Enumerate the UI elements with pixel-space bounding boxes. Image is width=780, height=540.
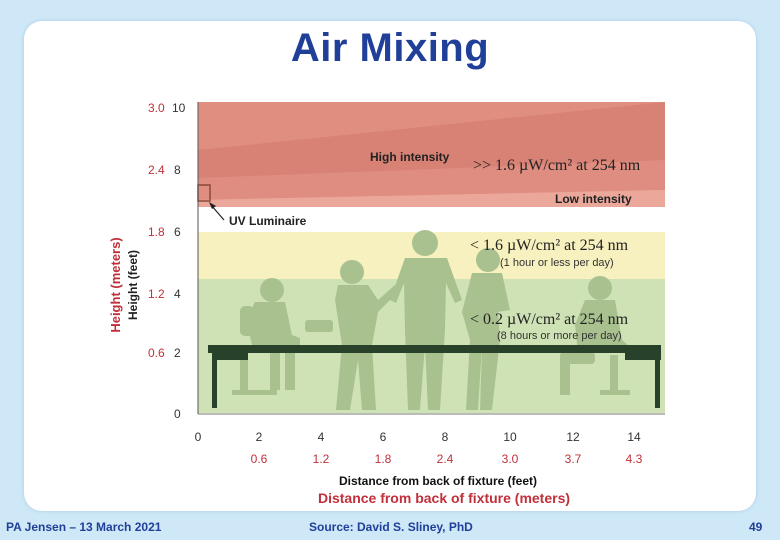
y-axis-feet-title: Height (feet) xyxy=(126,250,140,320)
x-tick-meters: 4.3 xyxy=(626,452,643,466)
x-tick-meters: 1.2 xyxy=(313,452,330,466)
slide-title: Air Mixing xyxy=(290,26,490,70)
high-intensity-label: High intensity xyxy=(370,150,450,164)
footer-center: Source: David S. Sliney, PhD xyxy=(309,520,473,534)
x-tick-feet: 4 xyxy=(318,430,325,444)
lower-zone-label: < 0.2 µW/cm² at 254 nm xyxy=(470,311,629,328)
y-tick-meters: 3.0 xyxy=(148,101,165,115)
occupant-silhouettes xyxy=(232,230,630,410)
y-tick-meters: 2.4 xyxy=(148,163,165,177)
x-axis-feet-title: Distance from back of fixture (feet) xyxy=(339,474,537,488)
y-tick-feet: 2 xyxy=(174,346,181,360)
middle-zone-note: (1 hour or less per day) xyxy=(500,257,614,269)
upper-zone-label: >> 1.6 µW/cm² at 254 nm xyxy=(473,157,641,174)
x-tick-meters: 0.6 xyxy=(251,452,268,466)
page-number: 49 xyxy=(749,520,763,534)
y-tick-feet: 10 xyxy=(172,101,186,115)
lower-zone-note: (8 hours or more per day) xyxy=(497,330,622,342)
luminaire-pointer-head xyxy=(209,202,216,209)
y-ticks-feet: 10 8 6 4 2 0 xyxy=(172,101,186,421)
y-tick-meters: 0.6 xyxy=(148,346,165,360)
y-tick-feet: 0 xyxy=(174,407,181,421)
high-intensity-beam-top xyxy=(198,102,665,178)
x-tick-feet: 10 xyxy=(503,430,517,444)
y-ticks-meters: 3.0 2.4 1.8 1.2 0.6 xyxy=(148,101,165,360)
x-tick-meters: 3.7 xyxy=(565,452,582,466)
x-tick-feet: 14 xyxy=(627,430,641,444)
low-intensity-label: Low intensity xyxy=(555,192,632,206)
x-axis-meters-title: Distance from back of fixture (meters) xyxy=(318,490,570,506)
y-tick-feet: 4 xyxy=(174,287,181,301)
footer-left: PA Jensen – 13 March 2021 xyxy=(6,520,162,534)
x-tick-feet: 12 xyxy=(566,430,580,444)
x-tick-meters: 1.8 xyxy=(375,452,392,466)
x-tick-meters: 3.0 xyxy=(502,452,519,466)
y-tick-meters: 1.2 xyxy=(148,287,165,301)
x-ticks-meters: 0.6 1.2 1.8 2.4 3.0 3.7 4.3 xyxy=(251,452,643,466)
uv-luminaire-label: UV Luminaire xyxy=(229,214,307,228)
y-tick-feet: 8 xyxy=(174,163,181,177)
x-ticks-feet: 0 2 4 6 8 10 12 14 xyxy=(195,430,641,444)
middle-zone-label: < 1.6 µW/cm² at 254 nm xyxy=(470,237,629,254)
x-tick-feet: 2 xyxy=(256,430,263,444)
desks xyxy=(208,345,661,408)
y-axis-meters-title: Height (meters) xyxy=(108,237,123,332)
x-tick-meters: 2.4 xyxy=(437,452,454,466)
x-tick-feet: 6 xyxy=(380,430,387,444)
x-tick-feet: 8 xyxy=(442,430,449,444)
y-tick-meters: 1.8 xyxy=(148,225,165,239)
x-tick-feet: 0 xyxy=(195,430,202,444)
low-intensity-beam xyxy=(198,190,665,212)
gap-band xyxy=(198,207,665,232)
y-tick-feet: 6 xyxy=(174,225,181,239)
